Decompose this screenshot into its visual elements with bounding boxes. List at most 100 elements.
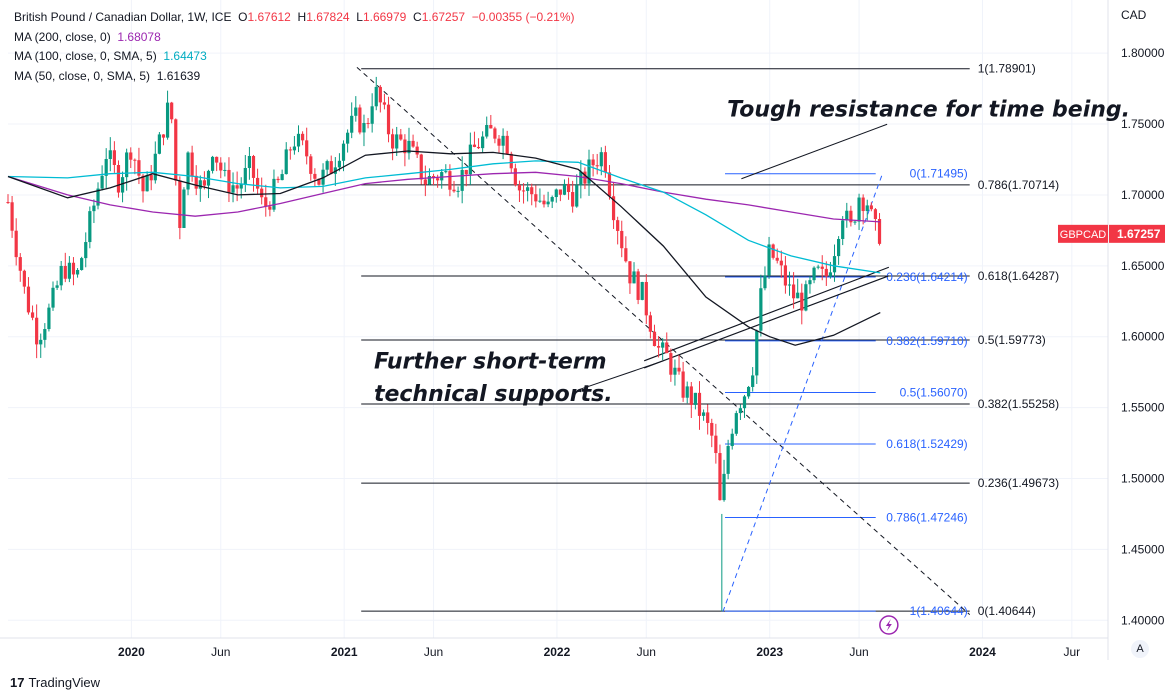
candle-body-24	[104, 158, 108, 176]
candle-body-57	[239, 184, 243, 189]
candle-body-15	[67, 262, 71, 279]
annotation-pointer-0	[741, 123, 888, 180]
candle-body-171	[706, 412, 710, 423]
candle-body-55	[231, 185, 235, 193]
candle-body-70	[292, 146, 297, 151]
ma200-row[interactable]: MA (200, close, 0) 1.68078	[14, 29, 161, 44]
candle-body-14	[63, 265, 67, 279]
tradingview-logo[interactable]: 17 TradingView	[10, 675, 101, 690]
candle-body-115	[476, 146, 481, 149]
tradingview-icon: 17	[10, 675, 25, 690]
candle-body-28	[120, 177, 125, 193]
x-tick-label-0: 2020	[118, 645, 145, 659]
candle-body-99	[411, 140, 415, 147]
auto-scale-button[interactable]: A	[1131, 640, 1149, 658]
candle-body-68	[284, 149, 288, 175]
candle-body-83	[346, 132, 350, 144]
candle-body-161	[665, 342, 669, 354]
candle-body-179	[738, 408, 743, 414]
main-fib-label-3: 0.5(1.59773)	[978, 333, 1046, 347]
candle-body-140	[579, 171, 583, 186]
candle-body-124	[513, 168, 517, 186]
candle-body-32	[137, 160, 141, 176]
x-tick-label-9: Jur	[1063, 645, 1080, 659]
candle-body-181	[746, 386, 751, 397]
candle-body-5	[26, 286, 31, 313]
candle-body-146	[603, 152, 607, 173]
candle-body-79	[329, 161, 333, 174]
x-tick-label-2: 2021	[331, 645, 358, 659]
candle-body-35	[149, 175, 153, 181]
candle-body-198	[816, 266, 820, 268]
candle-body-34	[145, 175, 149, 192]
candle-body-123	[509, 153, 513, 169]
candle-body-163	[673, 367, 677, 375]
candle-body-61	[255, 177, 260, 189]
ext-fib-label-3: 0.5(1.56070)	[900, 385, 968, 399]
candle-body-107	[444, 171, 448, 173]
candle-body-23	[100, 175, 104, 189]
candle-body-40	[170, 102, 174, 120]
candle-body-75	[313, 173, 317, 179]
candle-body-100	[415, 146, 419, 155]
candle-body-204	[841, 220, 845, 239]
ma100-row[interactable]: MA (100, close, 0, SMA, 5) 1.64473	[14, 49, 207, 63]
annotation-text-1: Further short-term	[374, 350, 607, 375]
candle-body-200	[824, 268, 828, 277]
candle-body-164	[677, 367, 681, 372]
candle-body-208	[857, 197, 861, 222]
candle-body-121	[501, 135, 505, 146]
candle-body-110	[456, 190, 460, 192]
annotation-text-0: Tough resistance for time being.	[727, 97, 1130, 122]
candle-body-174	[718, 453, 722, 501]
candle-body-82	[341, 143, 346, 161]
ma50-line	[7, 150, 881, 346]
price-tag-symbol: GBPCAD	[1060, 229, 1107, 241]
ext-fib-label-4: 0.618(1.52429)	[886, 437, 967, 451]
candle-body-116	[481, 136, 485, 149]
candle-body-112	[464, 169, 468, 175]
candle-body-157	[648, 315, 652, 332]
candle-body-6	[30, 312, 35, 318]
candle-body-59	[247, 155, 252, 168]
main-fib-label-5: 0.236(1.49673)	[978, 476, 1059, 490]
candle-body-19	[84, 242, 88, 259]
candle-body-119	[493, 128, 497, 139]
ma50-value: 1.61639	[156, 68, 201, 83]
change-value: −0.00355 (−0.21%)	[471, 10, 575, 24]
candle-body-154	[636, 271, 640, 300]
candle-body-48	[202, 180, 206, 186]
ma50-row[interactable]: MA (50, close, 0, SMA, 5) 1.61639	[14, 68, 201, 83]
candle-body-36	[153, 153, 157, 181]
candle-body-137	[566, 183, 571, 193]
candle-body-196	[808, 280, 812, 285]
candle-body-167	[689, 386, 693, 405]
candle-body-168	[693, 392, 697, 405]
candle-body-26	[112, 150, 116, 166]
candle-body-87	[362, 122, 366, 133]
candle-body-52	[219, 162, 223, 171]
chart-legend: British Pound / Canadian Dollar, 1W, ICE…	[14, 8, 575, 86]
candle-body-8	[39, 339, 43, 345]
candle-body-64	[268, 206, 272, 210]
candle-body-27	[116, 165, 121, 193]
candle-body-18	[80, 258, 84, 270]
ma100-line	[7, 160, 881, 274]
candle-body-129	[534, 194, 538, 202]
candle-body-178	[734, 413, 738, 434]
open-value: 1.67612	[247, 10, 291, 24]
candle-body-135	[558, 189, 562, 195]
candle-body-74	[309, 156, 313, 174]
candle-body-12	[55, 285, 59, 288]
candle-body-136	[562, 183, 567, 195]
main-fib-label-4: 0.382(1.55258)	[978, 397, 1059, 411]
candle-body-46	[194, 175, 198, 189]
candle-body-3	[18, 257, 22, 271]
candle-body-30	[129, 152, 133, 160]
candle-body-131	[542, 200, 546, 205]
annotation-text-2: technical supports.	[374, 382, 613, 407]
main-fib-label-6: 0(1.40644)	[978, 604, 1036, 618]
candle-body-138	[571, 192, 575, 207]
symbol-row: British Pound / Canadian Dollar, 1W, ICE…	[14, 10, 575, 24]
